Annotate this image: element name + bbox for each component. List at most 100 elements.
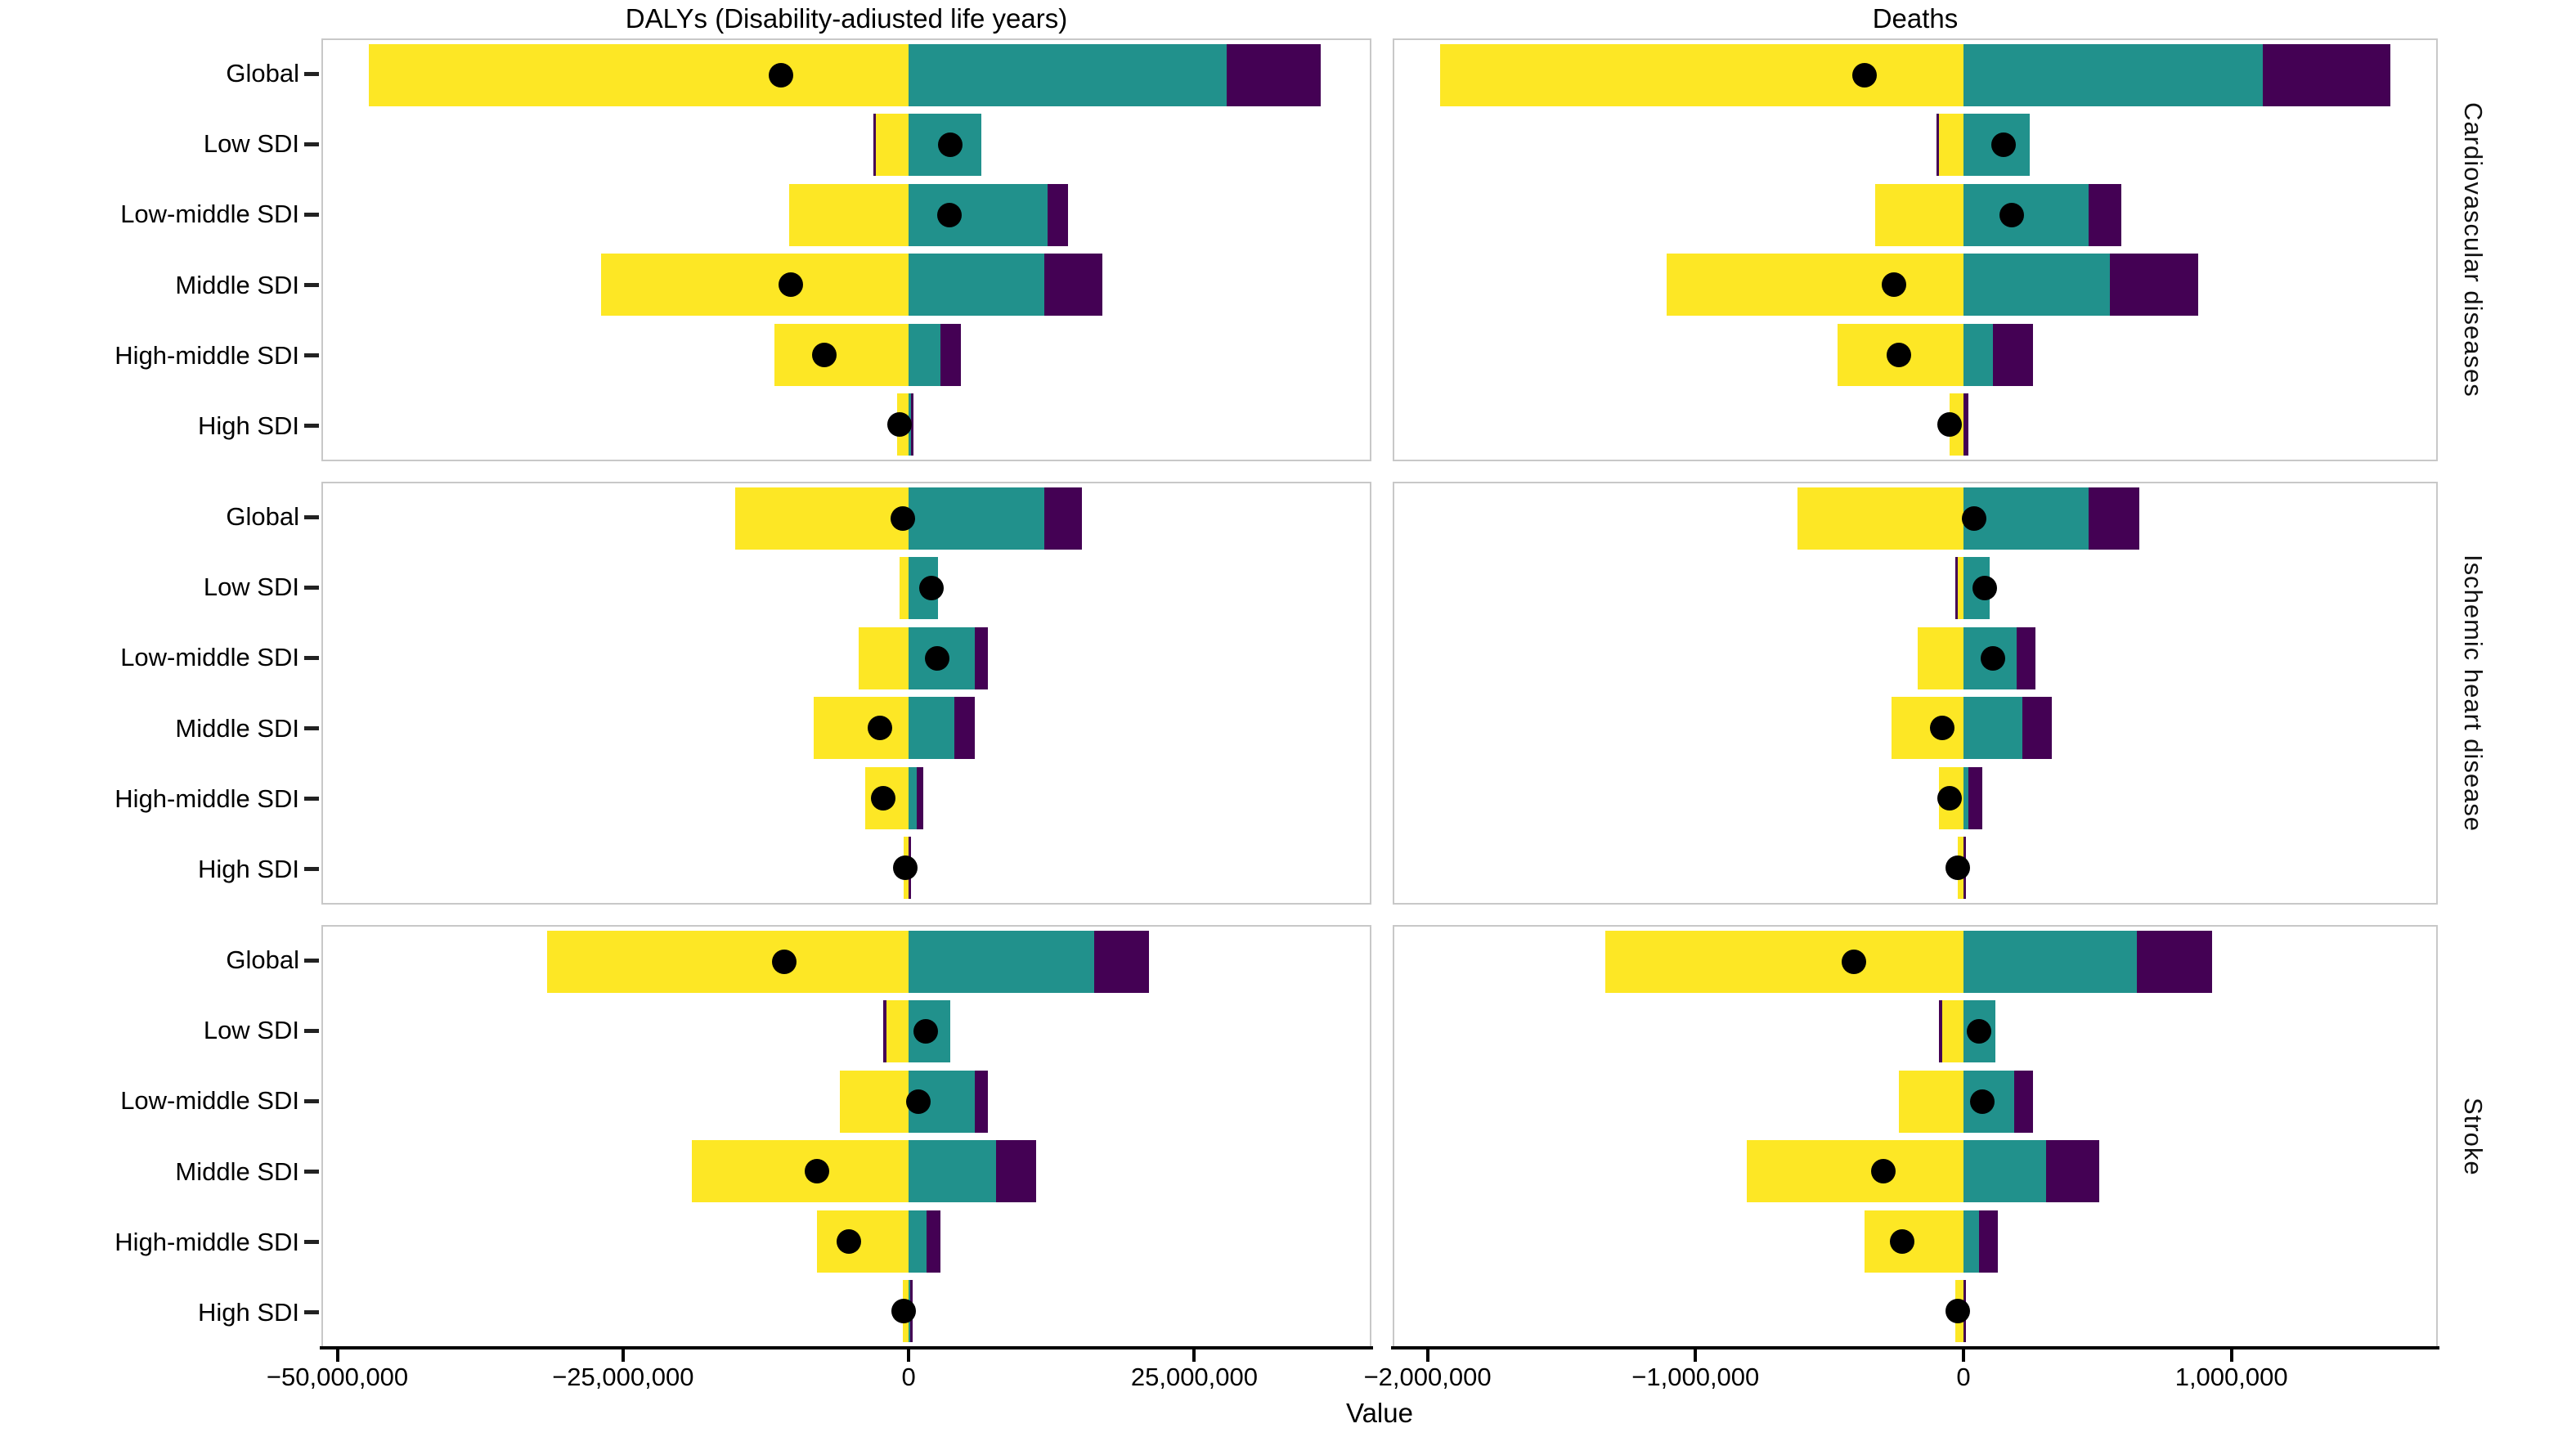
bar-segment-teal <box>908 323 940 386</box>
y-label-middle-sdi: Middle SDI <box>175 1156 299 1186</box>
bar-segment-teal <box>908 254 1044 317</box>
bar-segment-yellow <box>1875 183 1963 246</box>
bar-segment-yellow <box>840 1070 909 1133</box>
y-label-middle-sdi: Middle SDI <box>175 713 299 743</box>
bar-segment-purple <box>883 1000 887 1063</box>
y-tick <box>304 1240 319 1245</box>
y-label-high-middle-sdi: High-middle SDI <box>114 784 299 813</box>
bar-segment-yellow <box>774 323 909 386</box>
median-dot <box>1887 342 1912 367</box>
y-label-low-middle-sdi: Low-middle SDI <box>120 200 299 229</box>
median-dot <box>886 412 912 438</box>
y-label-global: Global <box>226 945 299 975</box>
y-tick <box>304 1098 319 1103</box>
bar-segment-yellow <box>368 43 909 106</box>
median-dot <box>1972 576 1997 601</box>
median-dot <box>1937 412 1963 438</box>
x-tick <box>335 1349 339 1362</box>
median-dot <box>937 202 963 227</box>
bar-segment-purple <box>1093 930 1149 993</box>
y-tick <box>304 141 319 146</box>
bar-segment-yellow <box>814 697 909 760</box>
bar-segment-teal <box>908 766 917 829</box>
y-label-high-middle-sdi: High-middle SDI <box>114 1227 299 1256</box>
column-title-deaths: Deaths <box>1872 3 1959 34</box>
y-label-low-sdi: Low SDI <box>203 1016 299 1045</box>
x-tick <box>1425 1349 1429 1362</box>
x-tick-label: 0 <box>901 1363 916 1391</box>
y-tick <box>304 867 319 872</box>
y-tick <box>304 585 319 590</box>
bar-segment-purple <box>1968 766 1982 829</box>
panel-cardiovascular-diseases-dalys <box>321 38 1371 461</box>
y-label-high-sdi: High SDI <box>197 1297 299 1327</box>
bar-segment-purple <box>2262 43 2391 106</box>
y-label-low-middle-sdi: Low-middle SDI <box>120 1086 299 1116</box>
x-tick-label: 25,000,000 <box>1130 1363 1259 1391</box>
median-dot <box>1967 1019 1992 1044</box>
x-tick <box>621 1349 625 1362</box>
column-title-dalys: DALYs (Disability-adiusted life years) <box>625 3 1068 34</box>
median-dot <box>893 855 918 881</box>
bar-segment-yellow <box>1747 1140 1963 1203</box>
bar-segment-yellow <box>817 1210 909 1273</box>
median-dot <box>1980 645 2005 671</box>
x-axis-title: Value <box>1346 1398 1413 1428</box>
bar-segment-purple <box>2089 487 2140 550</box>
y-label-high-sdi: High SDI <box>197 854 299 883</box>
bar-segment-teal <box>1963 1210 1980 1273</box>
median-dot <box>1990 132 2016 158</box>
median-dot <box>918 576 944 601</box>
bar-segment-teal <box>1963 323 1993 386</box>
median-dot <box>871 785 896 811</box>
bar-segment-purple <box>1979 1210 1999 1273</box>
median-dot <box>1999 202 2024 227</box>
median-dot <box>1841 949 1866 974</box>
bar-segment-purple <box>974 626 989 689</box>
median-dot <box>913 1019 938 1044</box>
median-dot <box>768 62 793 88</box>
bar-segment-yellow <box>1958 557 1963 620</box>
bar-segment-yellow <box>1667 254 1963 317</box>
strip-label-cardiovascular-diseases: Cardiovascular diseases <box>2459 102 2488 397</box>
bar-segment-teal <box>908 930 1094 993</box>
y-tick <box>304 71 319 76</box>
bar-segment-purple <box>1939 1000 1942 1063</box>
bar-segment-teal <box>908 697 954 760</box>
bar-segment-yellow <box>1918 626 1963 689</box>
x-tick-label: −1,000,000 <box>1631 1363 1760 1391</box>
bar-segment-purple <box>1963 393 1969 456</box>
bar-segment-purple <box>2017 626 2035 689</box>
bar-segment-purple <box>1043 254 1102 317</box>
bar-segment-purple <box>911 393 914 456</box>
median-dot <box>890 505 915 531</box>
median-dot <box>868 716 893 741</box>
y-tick <box>304 514 319 519</box>
bar-segment-purple <box>940 323 961 386</box>
y-label-global: Global <box>226 502 299 532</box>
x-tick-label: 1,000,000 <box>2174 1363 2288 1391</box>
y-tick <box>304 958 319 963</box>
bar-segment-yellow <box>1939 114 1963 177</box>
bar-segment-teal <box>1963 766 1969 829</box>
bar-segment-yellow <box>858 626 909 689</box>
x-tick <box>1694 1349 1698 1362</box>
bar-segment-teal <box>1963 183 2089 246</box>
y-tick <box>304 424 319 429</box>
median-dot <box>906 1089 931 1114</box>
x-axis-line <box>1391 1346 2439 1349</box>
y-tick <box>304 655 319 660</box>
bar-segment-teal <box>1963 930 2138 993</box>
bar-segment-yellow <box>1439 43 1963 106</box>
bar-segment-purple <box>916 766 923 829</box>
x-tick <box>1192 1349 1196 1362</box>
bar-segment-teal <box>908 1140 997 1203</box>
bar-segment-yellow <box>1941 1000 1963 1063</box>
x-axis-line <box>320 1346 1373 1349</box>
bar-segment-purple <box>1992 323 2033 386</box>
median-dot <box>811 342 837 367</box>
y-label-low-sdi: Low SDI <box>203 573 299 602</box>
median-dot <box>1870 1159 1896 1184</box>
x-tick <box>907 1349 911 1362</box>
y-tick <box>304 212 319 217</box>
